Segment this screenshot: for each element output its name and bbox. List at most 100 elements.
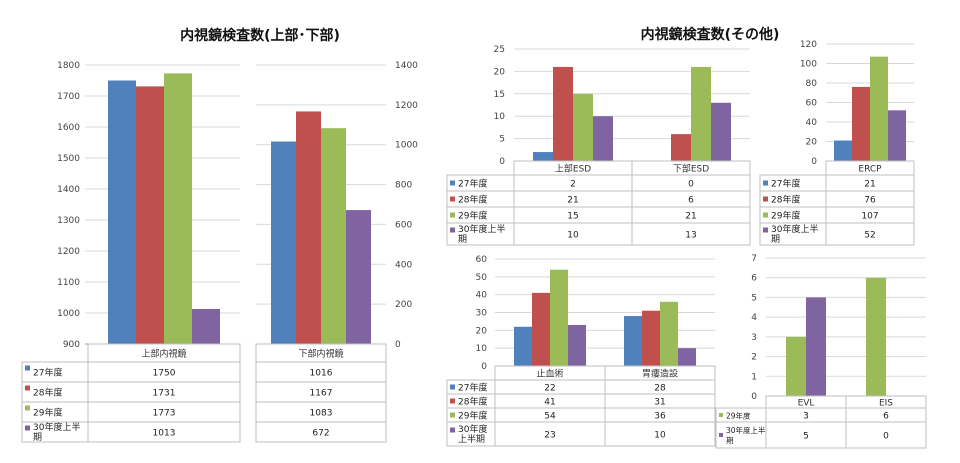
y-tick-label: 200 <box>395 300 412 310</box>
legend-label: 29年度 <box>771 210 800 222</box>
y-tick-label: 400 <box>395 260 412 270</box>
bar-evl-1-0 <box>866 277 886 396</box>
legend-swatch <box>763 180 768 186</box>
bar-esd-0-1 <box>553 66 573 161</box>
legend-cell <box>446 421 496 447</box>
legend-label-cont: 期 <box>726 436 734 445</box>
data-value-label: 6 <box>688 196 694 206</box>
bar-ercp-0-0 <box>834 140 852 161</box>
legend-swatch <box>719 413 723 417</box>
y-tick-label: 20 <box>806 138 818 148</box>
x-category-label: 上部ESD <box>555 163 591 175</box>
bar-upper-0-0 <box>108 80 136 344</box>
bar-lower-0-1 <box>296 111 321 345</box>
bar-esd-0-0 <box>533 152 553 161</box>
data-value-label: 5 <box>803 432 809 442</box>
chart-upper: 900 1000 1100 1200 1300 1400 1500 1600 1700 1800 上… <box>21 27 340 443</box>
bar-hemo-1-0 <box>624 316 642 366</box>
bar-hemo-1-1 <box>642 310 660 366</box>
x-category-label: ERCP <box>858 165 882 175</box>
y-tick-label: 800 <box>395 181 412 191</box>
legend-label-cont: 期 <box>771 234 780 245</box>
legend-label: 28年度 <box>458 194 487 206</box>
data-value-label: 10 <box>567 231 579 241</box>
data-value-label: 36 <box>654 412 666 422</box>
bar-lower-0-3 <box>346 210 371 344</box>
legend-swatch <box>763 227 768 233</box>
x-category-label: 上部内視鏡 <box>141 348 186 360</box>
x-category-label: 下部内視鏡 <box>298 348 343 360</box>
bar-hemo-0-3 <box>568 324 586 366</box>
legend-swatch <box>25 425 30 431</box>
data-value-label: 2 <box>570 180 576 190</box>
y-tick-label: 1200 <box>57 247 80 257</box>
legend-label: 30年度上半 <box>726 425 766 435</box>
data-value-label: 6 <box>883 412 889 422</box>
y-tick-label: 100 <box>800 60 817 70</box>
y-tick-label: 40 <box>476 291 488 301</box>
x-category-label: EVL <box>798 399 815 409</box>
legend-label: 27年度 <box>458 178 487 190</box>
y-tick-label: 5 <box>499 135 505 145</box>
bar-ercp-0-3 <box>888 110 906 161</box>
legend-swatch <box>763 196 768 202</box>
y-tick-label: 1000 <box>395 141 418 151</box>
legend-swatch <box>450 227 455 233</box>
legend-label: 30年度 <box>458 423 487 435</box>
legend-swatch <box>450 384 455 390</box>
x-category-label: EIS <box>879 399 893 409</box>
legend-label-cont: 期 <box>458 234 467 245</box>
y-tick-label: 10 <box>476 344 488 354</box>
y-tick-label: 7 <box>751 254 757 264</box>
data-value-label: 22 <box>544 384 555 394</box>
legend-label: 29年度 <box>33 407 62 419</box>
data-value-label: 1773 <box>153 409 176 419</box>
data-value-label: 1016 <box>310 369 333 379</box>
y-tick-label: 900 <box>63 340 80 350</box>
table-cell <box>631 222 751 246</box>
bar-evl-0-1 <box>806 297 826 396</box>
legend-label: 30年度上半 <box>458 223 505 235</box>
legend-cell <box>21 421 89 443</box>
y-tick-label: 60 <box>806 99 818 109</box>
y-tick-label: 600 <box>395 220 412 230</box>
bar-esd-0-2 <box>573 93 593 161</box>
x-category-label: 下部ESD <box>673 163 709 175</box>
bar-hemo-1-2 <box>660 301 678 366</box>
data-value-label: 31 <box>654 398 665 408</box>
legend-label: 29年度 <box>726 411 751 421</box>
x-category-label: 止血術 <box>536 368 563 380</box>
bar-upper-0-1 <box>136 86 164 344</box>
y-tick-label: 15 <box>494 90 505 100</box>
legend-swatch <box>450 196 455 202</box>
y-tick-label: 1400 <box>395 61 418 71</box>
bar-hemo-0-0 <box>514 326 532 366</box>
table-cell <box>604 421 716 447</box>
y-tick-label: 1 <box>751 372 757 382</box>
chart-hemo: 0 10 20 30 40 50 60 止血術 22 41 54 23 胃瘻造設 28 31 36 10 27年度… <box>446 255 716 447</box>
legend-label: 28年度 <box>33 387 62 399</box>
legend-swatch <box>25 365 30 371</box>
data-value-label: 107 <box>861 212 878 222</box>
y-tick-label: 120 <box>800 40 817 50</box>
data-value-label: 21 <box>864 180 875 190</box>
data-value-label: 672 <box>312 429 329 439</box>
legend-swatch <box>25 385 30 391</box>
legend-label-cont: 上半期 <box>458 433 485 445</box>
chart-title: 内視鏡検査数(上部･下部) <box>180 27 340 44</box>
bar-hemo-0-1 <box>532 292 550 366</box>
legend-swatch <box>25 405 30 411</box>
legend-label: 27年度 <box>33 367 62 379</box>
legend-swatch <box>450 212 455 218</box>
data-value-label: 3 <box>803 412 809 422</box>
legend-label: 30年度上半 <box>771 223 818 235</box>
data-value-label: 1013 <box>153 429 176 439</box>
bar-esd-1-2 <box>691 66 711 161</box>
legend-swatch <box>719 433 723 437</box>
data-value-label: 52 <box>864 231 875 241</box>
y-tick-label: 10 <box>494 112 506 122</box>
data-value-label: 21 <box>685 212 696 222</box>
table-cell <box>255 421 387 443</box>
